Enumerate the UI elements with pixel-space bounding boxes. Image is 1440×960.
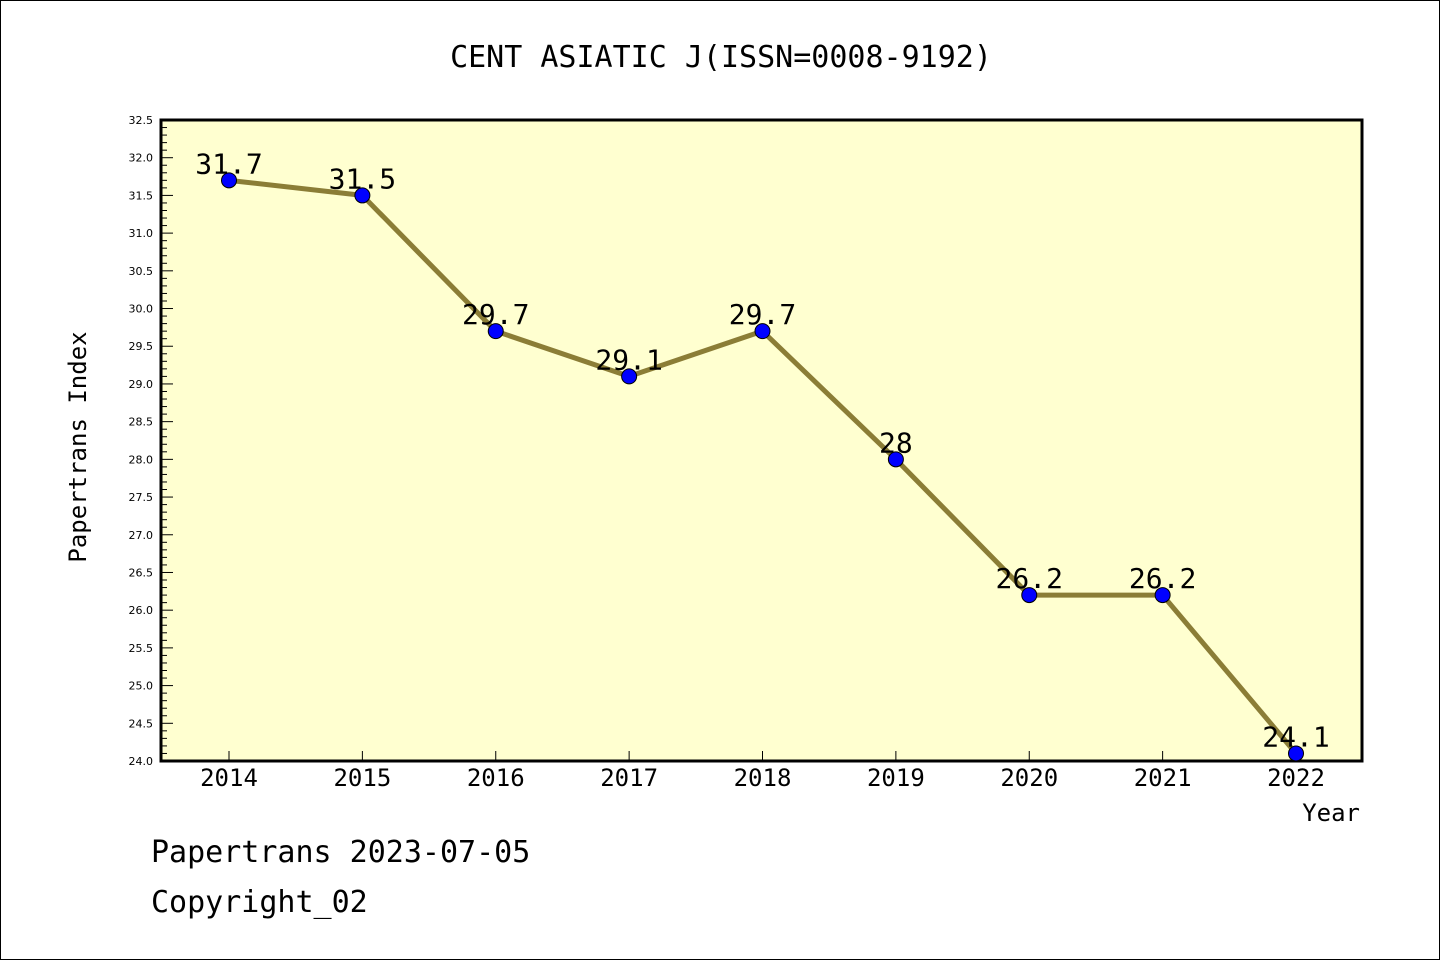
data-label: 29.7 xyxy=(729,298,796,331)
x-tick-label: 2022 xyxy=(1267,764,1325,792)
y-tick-label: 26.0 xyxy=(129,604,154,617)
footer-copyright: Copyright_02 xyxy=(151,885,368,920)
y-tick-label: 26.5 xyxy=(129,566,154,579)
y-tick-label: 31.0 xyxy=(129,227,154,240)
data-label: 31.7 xyxy=(195,147,262,180)
x-tick-label: 2017 xyxy=(600,764,658,792)
data-label: 26.2 xyxy=(1129,562,1196,595)
chart-title: CENT ASIATIC J(ISSN=0008-9192) xyxy=(450,40,992,75)
data-point xyxy=(1021,587,1038,604)
y-tick-label: 28.5 xyxy=(129,416,154,429)
x-tick-label: 2014 xyxy=(200,764,258,792)
y-tick-label: 24.5 xyxy=(129,717,154,730)
data-label: 29.1 xyxy=(595,343,662,376)
y-tick-label: 27.0 xyxy=(129,529,154,542)
y-tick-label: 25.5 xyxy=(129,642,154,655)
data-point xyxy=(1288,745,1304,762)
y-tick-label: 25.0 xyxy=(129,680,154,693)
x-tick-label: 2016 xyxy=(467,764,525,792)
data-point xyxy=(221,172,237,189)
y-tick-label: 28.0 xyxy=(129,453,154,466)
y-tick-label: 29.5 xyxy=(129,340,154,353)
x-tick-label: 2018 xyxy=(734,764,792,792)
plot-area xyxy=(159,118,1364,763)
data-point xyxy=(487,323,504,340)
x-tick-label: 2019 xyxy=(867,764,925,792)
y-tick-label: 32.0 xyxy=(129,152,154,165)
x-tick-label: 2015 xyxy=(333,764,391,792)
x-axis-label: Year xyxy=(1302,799,1360,827)
x-tick-label: 2021 xyxy=(1134,764,1192,792)
data-label: 24.1 xyxy=(1262,720,1329,753)
data-point xyxy=(887,451,904,468)
x-tick-label: 2020 xyxy=(1000,764,1058,792)
data-point xyxy=(621,368,638,385)
y-tick-label: 32.5 xyxy=(129,114,154,127)
data-series: 31.7 31.5 29.7 29.1 29.7 28 26.2 26.2 24.1 xyxy=(195,147,1330,762)
y-tick-label: 24.0 xyxy=(129,755,154,768)
y-tick-label: 31.5 xyxy=(129,189,154,202)
y-axis: 24.0 24.5 25.0 25.5 26.0 26.5 27.0 27.5 28.0 28.5… xyxy=(129,114,173,768)
y-tick-label: 30.0 xyxy=(129,303,154,316)
y-tick-label: 30.5 xyxy=(129,265,154,278)
data-label: 31.5 xyxy=(329,162,396,195)
data-label: 26.2 xyxy=(996,562,1063,595)
x-axis: 2014 2015 2016 2017 2018 2019 2020 2021 2022 xyxy=(200,751,1325,792)
y-tick-label: 27.5 xyxy=(129,491,154,504)
data-label: 28 xyxy=(879,426,913,459)
y-axis-label: Papertrans Index xyxy=(64,331,92,562)
y-tick-label: 29.0 xyxy=(129,378,154,391)
footer-date: Papertrans 2023-07-05 xyxy=(151,835,531,870)
data-point xyxy=(1154,587,1171,604)
data-label: 29.7 xyxy=(462,298,529,331)
data-point xyxy=(354,187,371,204)
data-point xyxy=(754,323,771,340)
